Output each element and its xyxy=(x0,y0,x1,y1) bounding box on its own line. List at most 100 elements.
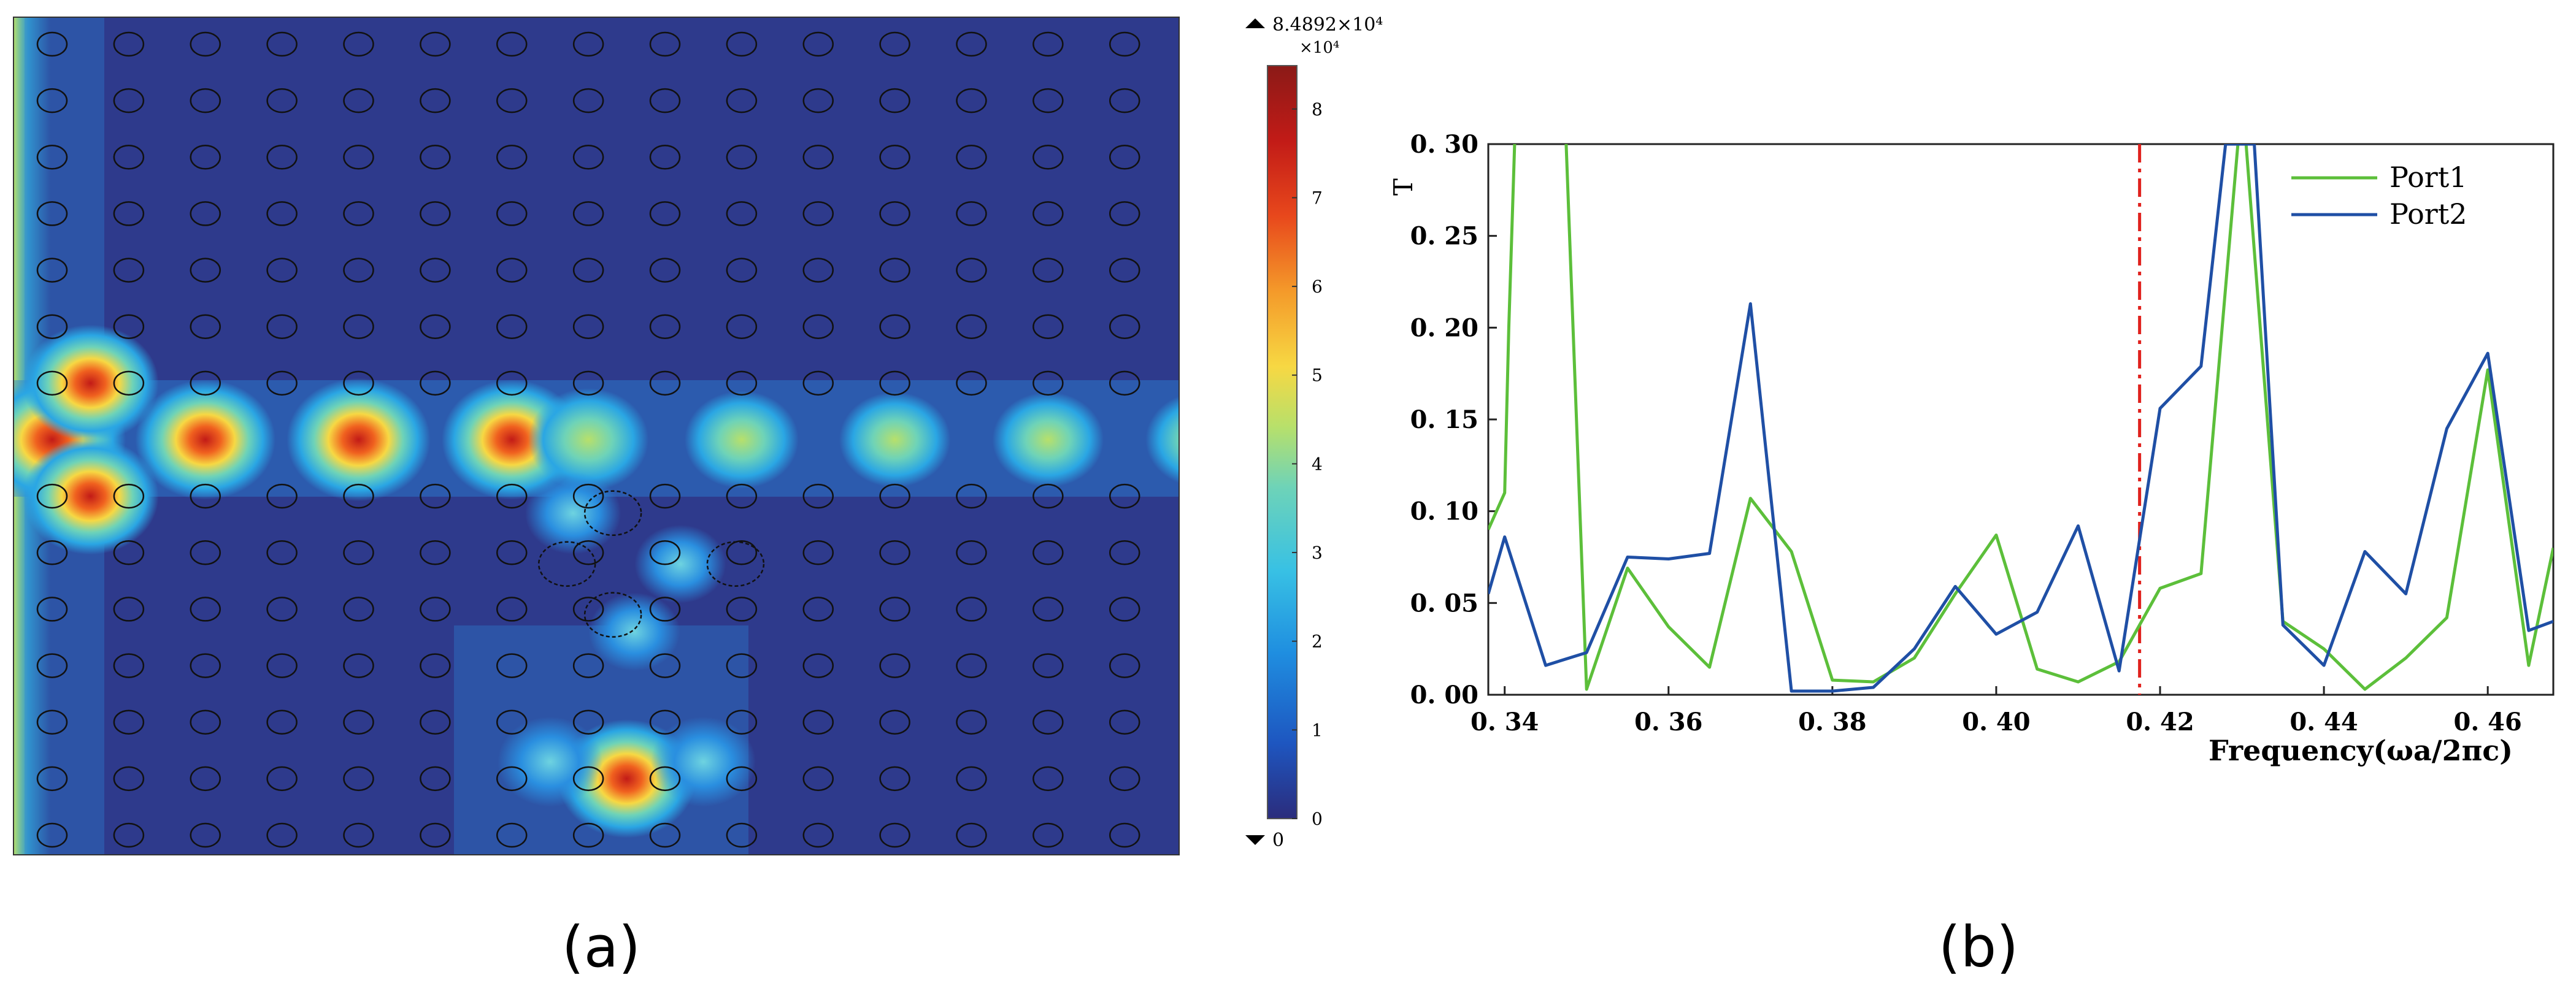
dielectric-rod xyxy=(572,370,604,396)
dielectric-rod xyxy=(113,822,145,848)
dielectric-rod xyxy=(649,540,681,565)
field-map-panel: 8.4892×10⁴ ×10⁴ 0 1 2 3 4 5 6 7 8 0 (a) xyxy=(13,14,1383,980)
dielectric-rod xyxy=(266,483,298,509)
dielectric-rod xyxy=(420,653,451,678)
dielectric-rod xyxy=(879,314,910,339)
x-tick-label: 0. 44 xyxy=(2290,708,2358,736)
dielectric-rod xyxy=(36,201,68,226)
dielectric-rod xyxy=(36,766,68,792)
dielectric-rod xyxy=(1032,597,1064,622)
legend-entry: Port2 xyxy=(2390,197,2467,231)
dielectric-rod xyxy=(266,597,298,622)
y-tick-label: 0. 00 xyxy=(1410,681,1478,709)
dielectric-rod xyxy=(572,766,604,792)
dielectric-rod xyxy=(802,88,834,113)
dielectric-rod xyxy=(343,201,374,226)
field-hotspot xyxy=(650,716,756,807)
dielectric-rod xyxy=(113,314,145,339)
dielectric-rod xyxy=(726,597,758,622)
dielectric-rod xyxy=(343,314,374,339)
series-line-port2 xyxy=(1488,144,2553,693)
defect-rod xyxy=(537,541,596,587)
field-hotspot xyxy=(525,472,621,554)
y-tick-label: 0. 25 xyxy=(1410,222,1478,251)
dielectric-rod xyxy=(1109,145,1140,170)
dielectric-rod xyxy=(572,597,604,622)
dielectric-rod xyxy=(190,370,221,396)
dielectric-rod xyxy=(956,88,987,113)
field-hotspot xyxy=(684,391,799,489)
dielectric-rod xyxy=(113,540,145,565)
colorbar-tick-label: 8 xyxy=(1312,99,1323,120)
field-hotspot xyxy=(588,592,680,671)
dielectric-rod xyxy=(190,145,221,170)
dielectric-rod xyxy=(190,540,221,565)
field-hotspot xyxy=(1145,396,1179,484)
dielectric-rod xyxy=(572,145,604,170)
dielectric-rod xyxy=(649,314,681,339)
y-tick-label: 0. 05 xyxy=(1410,589,1478,617)
dielectric-rod xyxy=(343,766,374,792)
dielectric-rod xyxy=(113,31,145,57)
dielectric-rod xyxy=(649,709,681,735)
dielectric-rod xyxy=(190,258,221,283)
dielectric-rod xyxy=(190,653,221,678)
dielectric-rod xyxy=(879,483,910,509)
dielectric-rod xyxy=(726,258,758,283)
dielectric-rod xyxy=(420,258,451,283)
x-tick-label: 0. 36 xyxy=(1634,708,1702,736)
dielectric-rod xyxy=(496,597,528,622)
dielectric-rod xyxy=(649,88,681,113)
dielectric-rod xyxy=(1032,766,1064,792)
field-hotspot xyxy=(992,392,1104,487)
dielectric-rod xyxy=(496,709,528,735)
dielectric-rod xyxy=(1032,483,1064,509)
dielectric-rod xyxy=(1109,31,1140,57)
colorbar-scale xyxy=(1267,65,1298,819)
dielectric-rod xyxy=(496,88,528,113)
dielectric-rod xyxy=(956,31,987,57)
dielectric-rod xyxy=(266,201,298,226)
dielectric-rod xyxy=(726,201,758,226)
x-tick-label: 0. 40 xyxy=(1962,708,2030,736)
dielectric-rod xyxy=(1109,766,1140,792)
dielectric-rod xyxy=(420,766,451,792)
dielectric-rod xyxy=(572,483,604,509)
defect-rod xyxy=(583,490,642,537)
dielectric-rod xyxy=(802,653,834,678)
dielectric-rod xyxy=(266,709,298,735)
colorbar-min-label: 0 xyxy=(1272,830,1284,851)
colorbar-multiplier: ×10⁴ xyxy=(1299,39,1339,57)
colorbar-tick-label: 7 xyxy=(1312,188,1323,208)
dielectric-rod xyxy=(649,653,681,678)
dielectric-rod xyxy=(802,597,834,622)
dielectric-rod xyxy=(190,201,221,226)
dielectric-rod xyxy=(802,822,834,848)
dielectric-rod xyxy=(879,709,910,735)
dielectric-rod xyxy=(266,258,298,283)
dielectric-rod xyxy=(726,709,758,735)
dielectric-rod xyxy=(879,766,910,792)
dielectric-rod xyxy=(572,540,604,565)
field-hotspot xyxy=(22,437,159,555)
dielectric-rod xyxy=(649,201,681,226)
dielectric-rod xyxy=(190,314,221,339)
dielectric-rod xyxy=(190,483,221,509)
dielectric-rod xyxy=(879,370,910,396)
dielectric-rod xyxy=(726,314,758,339)
dielectric-rod xyxy=(36,540,68,565)
dielectric-rod xyxy=(572,314,604,339)
y-tick-label: 0. 15 xyxy=(1410,405,1478,434)
dielectric-rod xyxy=(1109,709,1140,735)
dielectric-rod xyxy=(1109,653,1140,678)
dielectric-rod xyxy=(572,653,604,678)
dielectric-rod xyxy=(266,145,298,170)
dielectric-rod xyxy=(802,201,834,226)
plot-frame xyxy=(1487,143,2555,696)
colorbar-tick-label: 0 xyxy=(1312,809,1323,829)
dielectric-rod xyxy=(496,314,528,339)
dielectric-rod xyxy=(649,370,681,396)
panel-a-label: (a) xyxy=(562,914,640,980)
colorbar-tick-label: 6 xyxy=(1312,277,1323,297)
